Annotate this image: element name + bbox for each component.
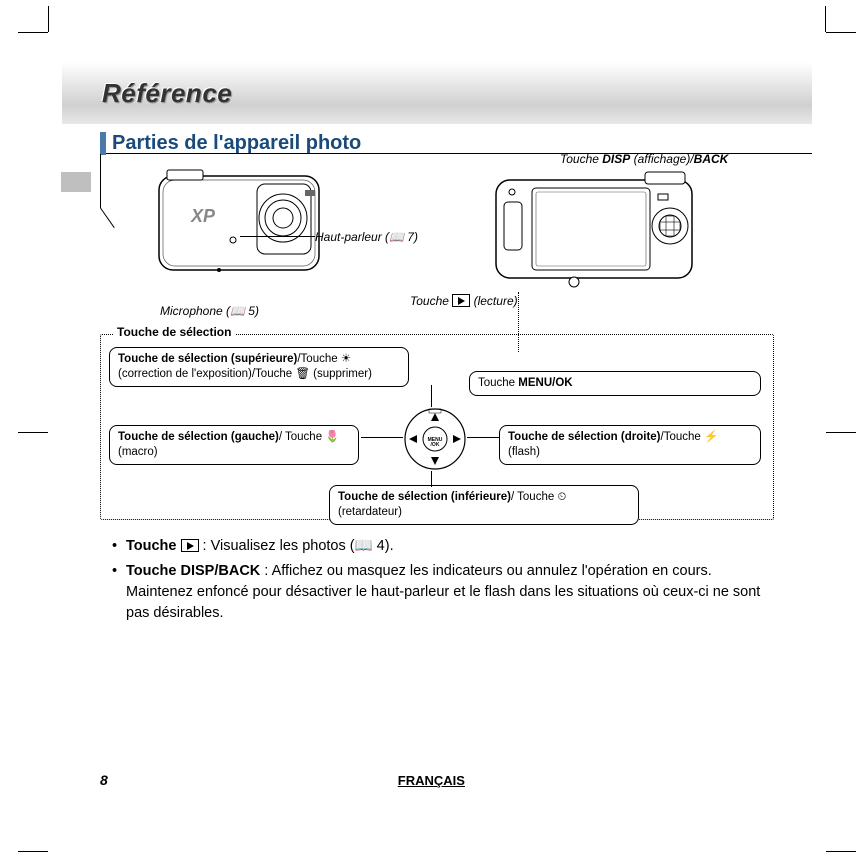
page-content: Référence Parties de l'appareil photo XP: [62, 62, 812, 812]
label-lecture: Touche (lecture): [410, 294, 518, 308]
pill-selection-right: Touche de sélection (droite)/Touche ⚡ (f…: [499, 425, 761, 465]
section-heading-row: Parties de l'appareil photo: [62, 124, 812, 154]
bullet2-bold: Touche DISP/BACK: [126, 563, 260, 579]
pill-menuok-bold: MENU/OK: [518, 377, 572, 389]
pill-selection-left: Touche de sélection (gauche)/ Touche 🌷 (…: [109, 425, 359, 465]
pill-menuok-prefix: Touche: [478, 377, 518, 389]
crop-mark: [826, 851, 856, 852]
pill-top-bold: Touche de sélection (supérieure): [118, 353, 297, 365]
label-lecture-prefix: Touche: [410, 294, 452, 308]
pill-menuok: Touche MENU/OK: [469, 371, 761, 396]
label-disp-plain: (affichage)/: [630, 152, 693, 166]
crop-mark: [18, 851, 48, 852]
label-lecture-suffix: (lecture): [470, 294, 517, 308]
side-tab: [61, 172, 91, 192]
header-title: Référence: [102, 78, 232, 109]
page-footer: 8 FRANÇAIS: [100, 772, 812, 788]
selection-box-title: Touche de sélection: [113, 325, 235, 339]
pill-left-bold: Touche de sélection (gauche): [118, 431, 279, 443]
label-disp-prefix: Touche: [560, 152, 602, 166]
section-title: Parties de l'appareil photo: [100, 132, 361, 155]
label-disp: Touche DISP (affichage)/BACK: [560, 152, 728, 166]
play-icon: [452, 294, 470, 307]
crop-mark: [18, 32, 48, 33]
pill-selection-top: Touche de sélection (supérieure)/Touche …: [109, 347, 409, 387]
label-disp-bold1: DISP: [602, 152, 630, 166]
dpad-illustration: MENU /OK: [403, 407, 467, 471]
crop-mark: [826, 32, 856, 33]
crop-mark: [826, 432, 856, 433]
svg-text:/OK: /OK: [431, 442, 440, 448]
play-icon: [181, 539, 199, 552]
label-haut-parleur: Haut-parleur (📖 7): [315, 230, 418, 244]
camera-diagram-area: XP Touche DISP (affichage)/BACK: [100, 154, 812, 324]
bullet1-rest: : Visualisez les photos (📖 4).: [199, 538, 394, 554]
selection-box: Touche de sélection Touche de sélection …: [100, 334, 774, 520]
pill-bottom-bold: Touche de sélection (inférieure): [338, 491, 511, 503]
leader-line: [100, 154, 101, 176]
bullet-item-play: Touche : Visualisez les photos (📖 4).: [112, 536, 774, 557]
svg-text:XP: XP: [190, 206, 216, 226]
bullet1-bold: Touche: [126, 538, 181, 554]
connector: [431, 385, 432, 407]
crop-mark: [48, 6, 49, 32]
bullet-item-dispback: Touche DISP/BACK : Affichez ou masquez l…: [112, 561, 774, 624]
language-label: FRANÇAIS: [398, 773, 465, 788]
header-bar: Référence: [62, 62, 812, 124]
crop-mark: [18, 432, 48, 433]
page-number: 8: [100, 772, 108, 788]
pill-selection-bottom: Touche de sélection (inférieure)/ Touche…: [329, 485, 639, 525]
label-disp-bold2: BACK: [694, 152, 729, 166]
camera-front-illustration: XP: [155, 162, 325, 282]
label-microphone: Microphone (📖 5): [160, 304, 259, 318]
crop-mark: [825, 6, 826, 32]
connector: [431, 471, 432, 487]
bullet-list: Touche : Visualisez les photos (📖 4). To…: [112, 536, 774, 624]
pill-right-bold: Touche de sélection (droite): [508, 431, 661, 443]
camera-back-illustration: [490, 162, 700, 292]
connector: [361, 437, 403, 438]
connector: [467, 437, 499, 438]
leader-line: [100, 208, 115, 228]
leader-line: [240, 236, 315, 237]
leader-line: [100, 176, 101, 208]
